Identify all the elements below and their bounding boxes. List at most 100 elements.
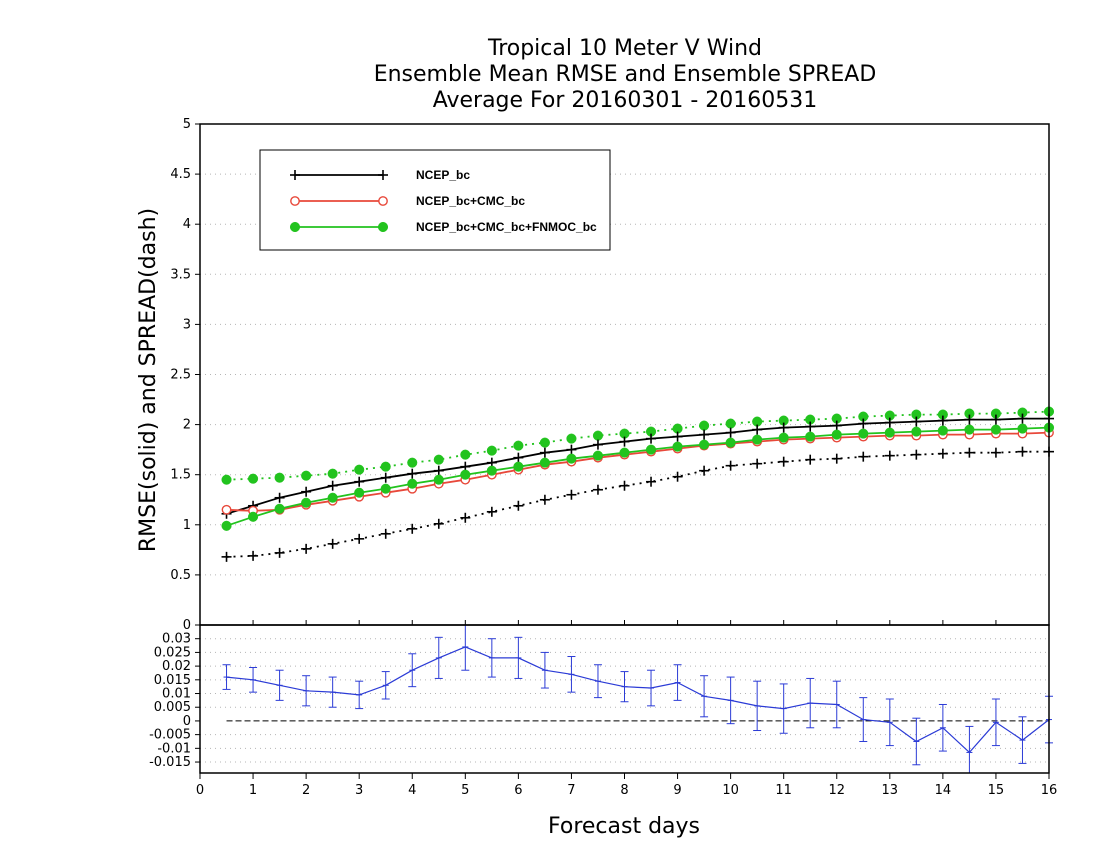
legend-marker-start	[290, 170, 300, 180]
error-bar	[859, 697, 868, 742]
spread-point	[937, 448, 948, 459]
rmse-point	[221, 520, 232, 531]
legend-marker-end	[378, 196, 388, 206]
lower-y-tick-label: 0.005	[154, 700, 191, 715]
error-bar	[222, 664, 231, 690]
spread-point	[1017, 446, 1028, 457]
x-tick-label: 12	[828, 783, 845, 798]
chart-legend: NCEP_bc NCEP_bc+CMC_bc NCEP_bc+CMC_bc+FNMO…	[259, 149, 611, 251]
upper-y-tick-label: 0.5	[170, 568, 191, 583]
spread-point	[911, 449, 922, 460]
rmse-point	[911, 416, 922, 427]
error-bar	[832, 680, 841, 729]
upper-y-tick-label: 3	[183, 317, 191, 332]
error-bar	[540, 651, 549, 689]
error-bar	[593, 664, 602, 699]
error-bar	[726, 676, 735, 725]
rmse-point	[407, 478, 418, 489]
error-bar	[408, 653, 417, 688]
rmse-point	[884, 427, 895, 438]
spread-point	[646, 476, 657, 487]
rmse-point	[937, 425, 948, 436]
spread-point	[725, 460, 736, 471]
upper-y-tick-label: 2	[183, 418, 191, 433]
error-bar	[885, 698, 894, 747]
rmse-point	[831, 420, 842, 431]
x-tick-label: 0	[196, 783, 204, 798]
spread-point	[407, 523, 418, 534]
x-tick-label: 5	[461, 783, 469, 798]
x-tick-label: 16	[1041, 783, 1058, 798]
upper-y-tick-label: 4	[183, 217, 191, 232]
error-bar	[647, 669, 656, 707]
error-bar	[806, 677, 815, 729]
legend-marker-end	[377, 221, 389, 233]
rmse-point	[248, 511, 259, 522]
spread-point	[513, 440, 524, 451]
error-bar	[434, 636, 443, 679]
legend-label: NCEP_bc	[416, 168, 470, 182]
rmse-point	[990, 424, 1001, 435]
rmse-point	[964, 424, 975, 435]
spread-point	[380, 461, 391, 472]
error-bar	[381, 671, 390, 700]
rmse-point	[619, 447, 630, 458]
rmse-point	[937, 415, 948, 426]
upper-y-tick-label: 1	[183, 518, 191, 533]
rmse-point	[592, 450, 604, 461]
spread-point	[778, 456, 789, 467]
lower-y-tick-label: -0.005	[149, 728, 191, 743]
legend-marker-start	[290, 196, 300, 206]
x-tick-label: 15	[988, 783, 1005, 798]
rmse-point	[1017, 423, 1028, 434]
rmse-point	[354, 476, 365, 487]
rmse-point	[592, 439, 603, 450]
rmse-point	[301, 486, 312, 497]
rmse-line-filled-circle	[226, 426, 1050, 527]
upper-y-tick-label: 5	[183, 117, 191, 132]
rmse-point	[380, 483, 391, 494]
lower-plot-grid	[200, 638, 1049, 763]
y-axis-label: RMSE(solid) and SPREAD(dash)	[136, 208, 161, 552]
rmse-point	[433, 474, 444, 485]
rmse-point	[911, 426, 922, 437]
legend-marker-start	[289, 221, 301, 233]
rmse-point	[805, 421, 816, 432]
spread-point	[460, 512, 471, 523]
rmse-point	[433, 465, 444, 476]
difference-line	[226, 646, 1050, 754]
spread-point	[221, 551, 232, 562]
error-bar	[912, 717, 921, 766]
rmse-point	[752, 434, 763, 445]
lower-plot-frame	[199, 624, 1050, 774]
error-bar	[753, 680, 762, 732]
rmse-point	[327, 480, 338, 491]
error-bar	[249, 666, 258, 693]
rmse-point	[699, 439, 710, 450]
rmse-point	[778, 422, 789, 433]
spread-point	[672, 471, 683, 482]
legend-label: NCEP_bc+CMC_bc	[416, 194, 525, 208]
lower-y-tick-label: 0	[183, 714, 191, 729]
rmse-point	[672, 431, 683, 442]
spread-point	[592, 484, 603, 495]
legend-marker-end	[378, 170, 388, 180]
x-axis-label: Forecast days	[548, 814, 700, 839]
rmse-point	[778, 432, 789, 443]
rmse-point	[752, 424, 763, 435]
x-tick-label: 9	[673, 783, 681, 798]
upper-y-tick-label: 4.5	[170, 167, 191, 182]
x-tick-label: 7	[567, 783, 575, 798]
rmse-point	[566, 453, 577, 464]
x-tick-label: 1	[249, 783, 257, 798]
rmse-point	[566, 444, 577, 455]
spread-line-filled-circle	[226, 410, 1050, 481]
error-bar	[1018, 716, 1027, 764]
legend-box	[259, 149, 611, 251]
error-bar	[302, 675, 311, 707]
spread-point	[486, 506, 497, 517]
spread-point	[486, 445, 497, 456]
error-bar	[991, 698, 1000, 747]
rmse-point	[354, 487, 365, 498]
chart-title: Tropical 10 Meter V Wind Ensemble Mean R…	[200, 36, 1050, 114]
